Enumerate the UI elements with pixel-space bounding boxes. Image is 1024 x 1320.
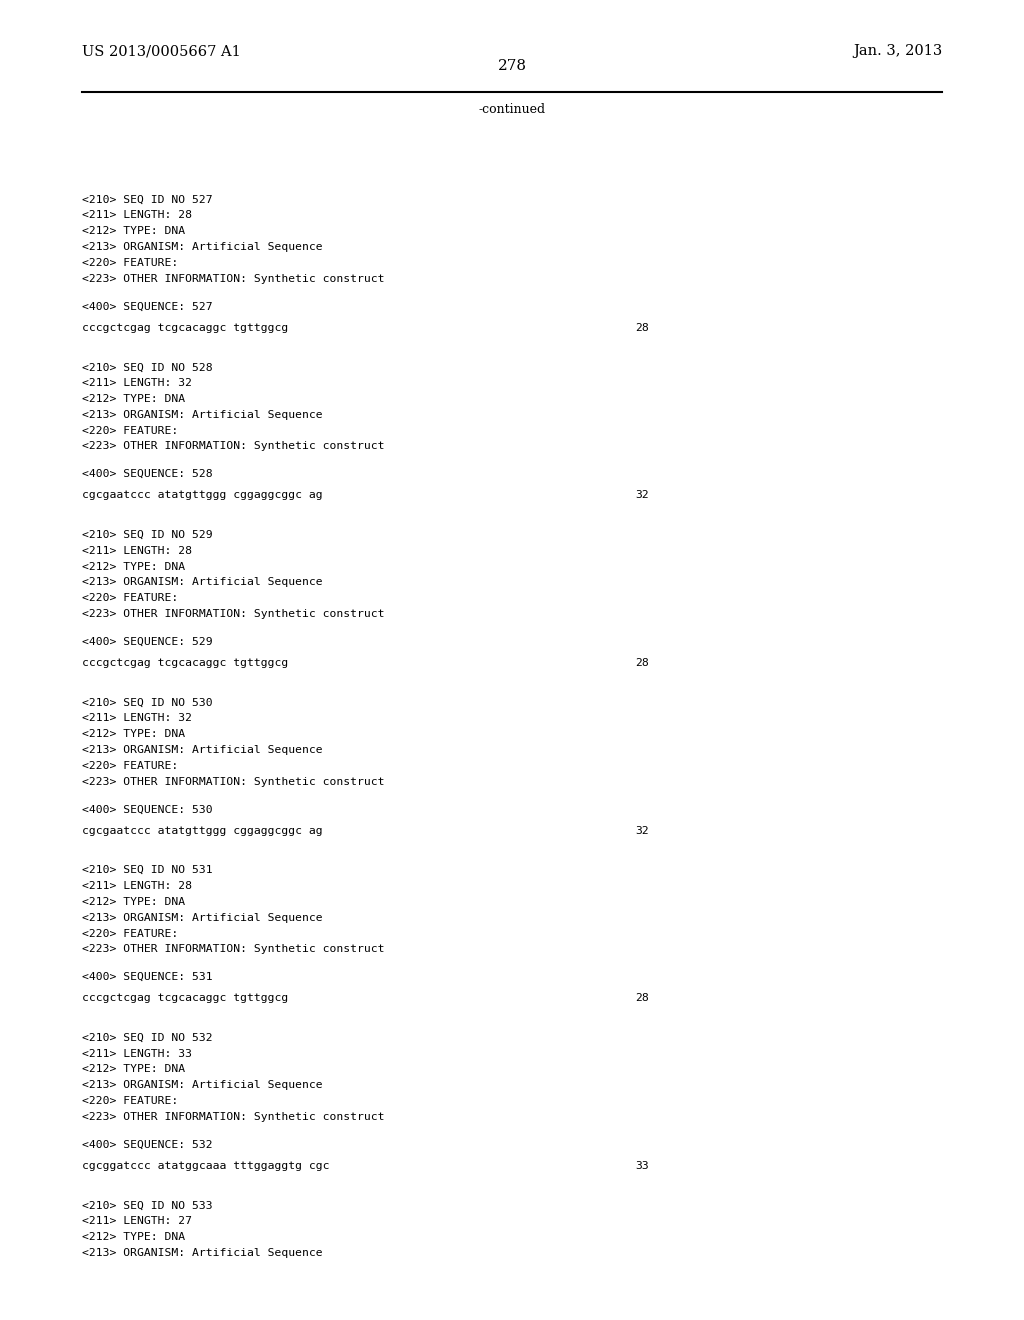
- Text: <210> SEQ ID NO 528: <210> SEQ ID NO 528: [82, 362, 213, 372]
- Text: <220> FEATURE:: <220> FEATURE:: [82, 1096, 178, 1106]
- Text: <400> SEQUENCE: 529: <400> SEQUENCE: 529: [82, 636, 213, 647]
- Text: <210> SEQ ID NO 527: <210> SEQ ID NO 527: [82, 194, 213, 205]
- Text: <220> FEATURE:: <220> FEATURE:: [82, 928, 178, 939]
- Text: <210> SEQ ID NO 530: <210> SEQ ID NO 530: [82, 697, 213, 708]
- Text: 32: 32: [635, 825, 648, 836]
- Text: cccgctcgag tcgcacaggc tgttggcg: cccgctcgag tcgcacaggc tgttggcg: [82, 657, 288, 668]
- Text: <212> TYPE: DNA: <212> TYPE: DNA: [82, 896, 185, 907]
- Text: cccgctcgag tcgcacaggc tgttggcg: cccgctcgag tcgcacaggc tgttggcg: [82, 993, 288, 1003]
- Text: <212> TYPE: DNA: <212> TYPE: DNA: [82, 729, 185, 739]
- Text: <211> LENGTH: 32: <211> LENGTH: 32: [82, 713, 191, 723]
- Text: Jan. 3, 2013: Jan. 3, 2013: [853, 44, 942, 58]
- Text: cgcggatccc atatggcaaa tttggaggtg cgc: cgcggatccc atatggcaaa tttggaggtg cgc: [82, 1160, 330, 1171]
- Text: <223> OTHER INFORMATION: Synthetic construct: <223> OTHER INFORMATION: Synthetic const…: [82, 944, 384, 954]
- Text: <400> SEQUENCE: 527: <400> SEQUENCE: 527: [82, 301, 213, 312]
- Text: <213> ORGANISM: Artificial Sequence: <213> ORGANISM: Artificial Sequence: [82, 1080, 323, 1090]
- Text: <212> TYPE: DNA: <212> TYPE: DNA: [82, 226, 185, 236]
- Text: <212> TYPE: DNA: <212> TYPE: DNA: [82, 561, 185, 572]
- Text: cgcgaatccc atatgttggg cggaggcggc ag: cgcgaatccc atatgttggg cggaggcggc ag: [82, 825, 323, 836]
- Text: <212> TYPE: DNA: <212> TYPE: DNA: [82, 1232, 185, 1242]
- Text: <211> LENGTH: 27: <211> LENGTH: 27: [82, 1216, 191, 1226]
- Text: <213> ORGANISM: Artificial Sequence: <213> ORGANISM: Artificial Sequence: [82, 409, 323, 420]
- Text: <212> TYPE: DNA: <212> TYPE: DNA: [82, 393, 185, 404]
- Text: <213> ORGANISM: Artificial Sequence: <213> ORGANISM: Artificial Sequence: [82, 1247, 323, 1258]
- Text: 278: 278: [498, 58, 526, 73]
- Text: -continued: -continued: [478, 103, 546, 116]
- Text: <213> ORGANISM: Artificial Sequence: <213> ORGANISM: Artificial Sequence: [82, 744, 323, 755]
- Text: 33: 33: [635, 1160, 648, 1171]
- Text: <210> SEQ ID NO 531: <210> SEQ ID NO 531: [82, 865, 213, 875]
- Text: <213> ORGANISM: Artificial Sequence: <213> ORGANISM: Artificial Sequence: [82, 577, 323, 587]
- Text: <220> FEATURE:: <220> FEATURE:: [82, 257, 178, 268]
- Text: 28: 28: [635, 657, 648, 668]
- Text: <220> FEATURE:: <220> FEATURE:: [82, 760, 178, 771]
- Text: 28: 28: [635, 322, 648, 333]
- Text: <223> OTHER INFORMATION: Synthetic construct: <223> OTHER INFORMATION: Synthetic const…: [82, 273, 384, 284]
- Text: <400> SEQUENCE: 532: <400> SEQUENCE: 532: [82, 1139, 213, 1150]
- Text: <223> OTHER INFORMATION: Synthetic construct: <223> OTHER INFORMATION: Synthetic const…: [82, 776, 384, 787]
- Text: <400> SEQUENCE: 531: <400> SEQUENCE: 531: [82, 972, 213, 982]
- Text: <223> OTHER INFORMATION: Synthetic construct: <223> OTHER INFORMATION: Synthetic const…: [82, 609, 384, 619]
- Text: <210> SEQ ID NO 532: <210> SEQ ID NO 532: [82, 1032, 213, 1043]
- Text: <211> LENGTH: 28: <211> LENGTH: 28: [82, 880, 191, 891]
- Text: <400> SEQUENCE: 530: <400> SEQUENCE: 530: [82, 804, 213, 814]
- Text: <210> SEQ ID NO 529: <210> SEQ ID NO 529: [82, 529, 213, 540]
- Text: <220> FEATURE:: <220> FEATURE:: [82, 425, 178, 436]
- Text: US 2013/0005667 A1: US 2013/0005667 A1: [82, 44, 241, 58]
- Text: <400> SEQUENCE: 528: <400> SEQUENCE: 528: [82, 469, 213, 479]
- Text: <211> LENGTH: 32: <211> LENGTH: 32: [82, 378, 191, 388]
- Text: <211> LENGTH: 28: <211> LENGTH: 28: [82, 210, 191, 220]
- Text: cccgctcgag tcgcacaggc tgttggcg: cccgctcgag tcgcacaggc tgttggcg: [82, 322, 288, 333]
- Text: <223> OTHER INFORMATION: Synthetic construct: <223> OTHER INFORMATION: Synthetic const…: [82, 441, 384, 451]
- Text: <220> FEATURE:: <220> FEATURE:: [82, 593, 178, 603]
- Text: 32: 32: [635, 490, 648, 500]
- Text: <213> ORGANISM: Artificial Sequence: <213> ORGANISM: Artificial Sequence: [82, 242, 323, 252]
- Text: 28: 28: [635, 993, 648, 1003]
- Text: <212> TYPE: DNA: <212> TYPE: DNA: [82, 1064, 185, 1074]
- Text: <210> SEQ ID NO 533: <210> SEQ ID NO 533: [82, 1200, 213, 1210]
- Text: <223> OTHER INFORMATION: Synthetic construct: <223> OTHER INFORMATION: Synthetic const…: [82, 1111, 384, 1122]
- Text: cgcgaatccc atatgttggg cggaggcggc ag: cgcgaatccc atatgttggg cggaggcggc ag: [82, 490, 323, 500]
- Text: <211> LENGTH: 33: <211> LENGTH: 33: [82, 1048, 191, 1059]
- Text: <211> LENGTH: 28: <211> LENGTH: 28: [82, 545, 191, 556]
- Text: <213> ORGANISM: Artificial Sequence: <213> ORGANISM: Artificial Sequence: [82, 912, 323, 923]
